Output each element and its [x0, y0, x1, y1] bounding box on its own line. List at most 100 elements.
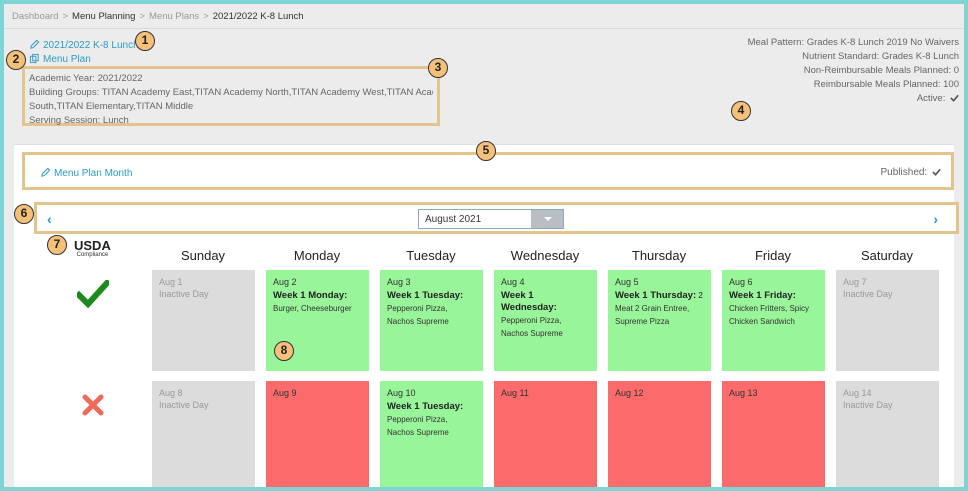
cell-menu-items: Burger, Cheeseburger [273, 304, 352, 313]
cell-date: Aug 1 [159, 277, 183, 287]
breadcrumb-dashboard[interactable]: Dashboard [12, 11, 59, 22]
cell-date: Aug 2 [273, 277, 297, 287]
cell-date: Aug 3 [387, 277, 411, 287]
cell-menu-items: Pepperoni Pizza, Nachos Supreme [387, 304, 449, 326]
copy-icon [29, 53, 39, 64]
app-frame: Dashboard > Menu Planning > Menu Plans >2021/… [4, 4, 964, 487]
serving-session: Serving Session: Lunch [29, 115, 129, 126]
day-cell-aug-12[interactable]: Aug 12 [608, 381, 711, 487]
cell-date: Aug 6 [729, 277, 753, 287]
usda-subtitle: Compliance [76, 252, 109, 258]
callout-marker-2: 2 [6, 50, 26, 70]
plan-title-text: 2021/2022 K-8 Lunch [43, 40, 139, 51]
callout-marker-4: 4 [731, 101, 751, 121]
usda-title: USDA [74, 238, 111, 253]
non-reimbursable-meals: Non-Reimbursable Meals Planned: 0 [803, 65, 959, 76]
menu-plan-month-text: Menu Plan Month [54, 168, 133, 179]
cell-date: Aug 9 [273, 388, 297, 398]
pencil-icon [30, 39, 40, 49]
previous-month-button[interactable]: ‹ [47, 211, 52, 227]
pencil-icon [41, 167, 51, 177]
plan-info-box: Academic Year: 2021/2022 Building Groups… [22, 66, 440, 126]
cell-menu-items: Pepperoni Pizza, Nachos Supreme [501, 316, 563, 338]
cell-date: Aug 8 [159, 388, 183, 398]
cell-menu-items: Chicken Fritters, Spicy Chicken Sandwich [729, 304, 810, 326]
published-label: Published: [880, 167, 928, 178]
callout-marker-3: 3 [428, 58, 448, 78]
day-header-monday: Monday [293, 248, 341, 263]
month-navigation: ‹ August 2021 › [34, 202, 959, 234]
month-select-value: August 2021 [425, 214, 482, 225]
month-select[interactable]: August 2021 [418, 209, 564, 229]
cell-date: Aug 4 [501, 277, 525, 287]
cell-menu-items: Meat 2 Grain Entree, Supreme Pizza [615, 304, 690, 326]
day-cell-aug-8[interactable]: Aug 8 Inactive Day [152, 381, 255, 487]
day-cell-aug-7[interactable]: Aug 7 Inactive Day [836, 270, 939, 371]
cell-date: Aug 10 [387, 388, 416, 398]
header-divider [4, 28, 964, 29]
usda-compliance-header: USDA Compliance [74, 239, 111, 258]
check-icon [950, 94, 959, 102]
cell-date: Aug 13 [729, 388, 758, 398]
day-cell-aug-11[interactable]: Aug 11 [494, 381, 597, 487]
day-cell-aug-10[interactable]: Aug 10 Week 1 Tuesday: Pepperoni Pizza, … [380, 381, 483, 487]
day-cell-aug-14[interactable]: Aug 14 Inactive Day [836, 381, 939, 487]
cell-menu-week-label: Week 1 Thursday: [615, 290, 697, 301]
plan-type-text: Menu Plan [43, 54, 91, 65]
day-cell-aug-9[interactable]: Aug 9 [266, 381, 369, 487]
day-cell-aug-3[interactable]: Aug 3 Week 1 Tuesday: Pepperoni Pizza, N… [380, 270, 483, 371]
callout-marker-8: 8 [274, 341, 294, 361]
cell-menu-week: Week 1 Monday: [273, 290, 348, 301]
breadcrumb-separator: > [139, 11, 145, 22]
cell-menu-week: Week 1 Tuesday: [387, 401, 464, 412]
cell-menu-week: Week 1 Thursday: 2 [615, 290, 704, 302]
day-cell-aug-5[interactable]: Aug 5 Week 1 Thursday: 2 Meat 2 Grain En… [608, 270, 711, 371]
callout-marker-1: 1 [135, 31, 155, 51]
next-month-button[interactable]: › [933, 211, 938, 227]
cell-inactive-note: Inactive Day [843, 289, 893, 299]
published-status: Published: [881, 167, 941, 178]
day-header-sunday: Sunday [180, 248, 226, 263]
callout-marker-5: 5 [476, 141, 496, 161]
callout-marker-6: 6 [14, 204, 34, 224]
cell-menu-items: Pepperoni Pizza, Nachos Supreme [387, 415, 449, 437]
non-compliant-cross-icon [82, 394, 104, 416]
cell-inactive-note: Inactive Day [843, 400, 893, 410]
cell-menu-week: Week 1 Tuesday: [387, 290, 464, 301]
cell-inactive-note: Inactive Day [159, 289, 209, 299]
cell-date: Aug 5 [615, 277, 639, 287]
breadcrumb-menu-planning[interactable]: Menu Planning [72, 11, 136, 22]
breadcrumb: Dashboard > Menu Planning > Menu Plans >2021/… [12, 11, 304, 22]
chevron-down-icon[interactable] [531, 210, 563, 228]
day-cell-aug-1[interactable]: Aug 1 Inactive Day [152, 270, 255, 371]
cell-inactive-note: Inactive Day [159, 400, 209, 410]
breadcrumb-menu-plans[interactable]: Menu Plans [149, 11, 200, 22]
cell-menu-week: Week 1 Wednesday: [501, 290, 557, 313]
reimbursable-meals: Reimbursable Meals Planned: 100 [813, 79, 959, 90]
cell-menu-week: Week 1 Friday: [729, 290, 796, 301]
day-header-thursday: Thursday [631, 248, 687, 263]
check-icon [932, 168, 941, 176]
meal-pattern: Meal Pattern: Grades K-8 Lunch 2019 No W… [747, 37, 959, 48]
plan-title-link[interactable]: 2021/2022 K-8 Lunch [29, 39, 139, 51]
cell-menu-week-suffix: 2 [696, 291, 703, 300]
breadcrumb-separator: > [203, 11, 209, 22]
building-groups-line1: Building Groups: TITAN Academy East,TITA… [29, 87, 433, 98]
day-header-wednesday: Wednesday [510, 248, 580, 263]
day-cell-aug-13[interactable]: Aug 13 [722, 381, 825, 487]
plan-meta-box: Meal Pattern: Grades K-8 Lunch 2019 No W… [739, 36, 959, 116]
active-label: Active: [916, 93, 946, 104]
plan-type-link[interactable]: Menu Plan [29, 53, 91, 65]
compliant-check-icon [77, 280, 109, 308]
cell-date: Aug 14 [843, 388, 872, 398]
day-header-friday: Friday [754, 248, 792, 263]
day-header-saturday: Saturday [860, 248, 914, 263]
callout-marker-7: 7 [47, 235, 67, 255]
day-header-tuesday: Tuesday [406, 248, 456, 263]
breadcrumb-separator: > [62, 11, 69, 22]
breadcrumb-current: 2021/2022 K-8 Lunch [212, 11, 304, 22]
menu-plan-month-link[interactable]: Menu Plan Month [40, 167, 132, 179]
day-cell-aug-6[interactable]: Aug 6 Week 1 Friday: Chicken Fritters, S… [722, 270, 825, 371]
day-cell-aug-4[interactable]: Aug 4 Week 1 Wednesday: Pepperoni Pizza,… [494, 270, 597, 371]
active-status: Active: [739, 92, 959, 106]
